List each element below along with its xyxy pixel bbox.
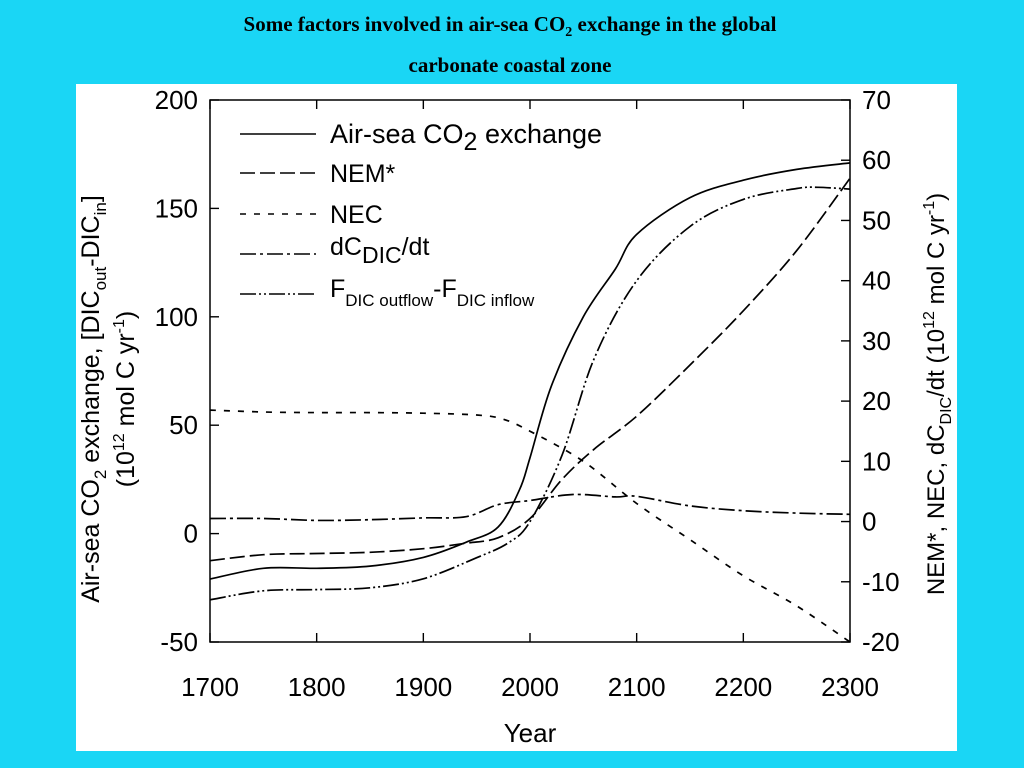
y-tick-label-right: 50 [862,205,891,235]
legend-label-dcdic: dCDIC/dt [330,233,429,268]
legend-label-nec: NEC [330,201,383,229]
y-tick-label-left: 0 [184,519,198,549]
y-tick-label-left: -50 [160,627,198,657]
chart: 1700 1800 1900 2000 2100 2200 2300 -5005010015… [77,85,955,748]
f-dic-flux-line [209,186,851,601]
x-tick-label: 2000 [501,672,559,702]
y-tick-label-right: -20 [862,627,900,657]
legend-label-air-sea: Air-sea CO2 exchange [330,119,602,156]
left-axis-label: Air-sea CO2 exchange, [DICout-DICin] [77,195,110,603]
title-line2: carbonate coastal zone [408,53,612,78]
left-axis-label-units: (1012 mol C yr-1) [111,311,140,488]
x-tick-label: 1900 [394,672,452,702]
y-tick-label-left: 100 [155,302,198,332]
air-sea-co2-line [209,162,851,580]
nem-line [209,177,851,562]
x-tick-label: 2300 [821,672,879,702]
y-tick-label-right: -10 [862,567,900,597]
right-axis-label: NEM*, NEC, dCDIC/dt (1012 mol C yr-1) [921,193,955,595]
x-tick-label: 1700 [181,672,239,702]
y-tick-label-left: 150 [155,193,198,223]
legend-label-nem: NEM* [330,160,396,188]
y-tick-label-left: 50 [169,410,198,440]
nec-line [209,409,851,643]
legend-label-flux: FDIC outflow-FDIC inflow [330,275,535,310]
y-tick-label-right: 60 [862,145,891,175]
y-tick-label-right: 70 [862,85,891,115]
title-line1: Some factors involved in air-sea CO2 exc… [243,12,777,41]
dcdic-dt-line [209,493,851,522]
y-tick-label-right: 40 [862,266,891,296]
x-tick-label: 2100 [608,672,666,702]
y-tick-label-right: 30 [862,326,891,356]
legend: Air-sea CO2 exchange NEM* NEC dCDIC/dt F… [240,119,602,310]
y-tick-label-right: 20 [862,386,891,416]
y-tick-label-right: 0 [862,507,876,537]
plot-panel: 1700 1800 1900 2000 2100 2200 2300 -50 0 50 100 15… [76,84,957,751]
slide-title: Some factors involved in air-sea CO2 exc… [100,8,920,81]
y-tick-label-right: 10 [862,446,891,476]
plot-frame [209,99,851,643]
x-tick-label: 1800 [288,672,346,702]
x-axis-label: Year [504,718,557,748]
x-tick-label: 2200 [714,672,772,702]
y-tick-label-left: 200 [155,85,198,115]
